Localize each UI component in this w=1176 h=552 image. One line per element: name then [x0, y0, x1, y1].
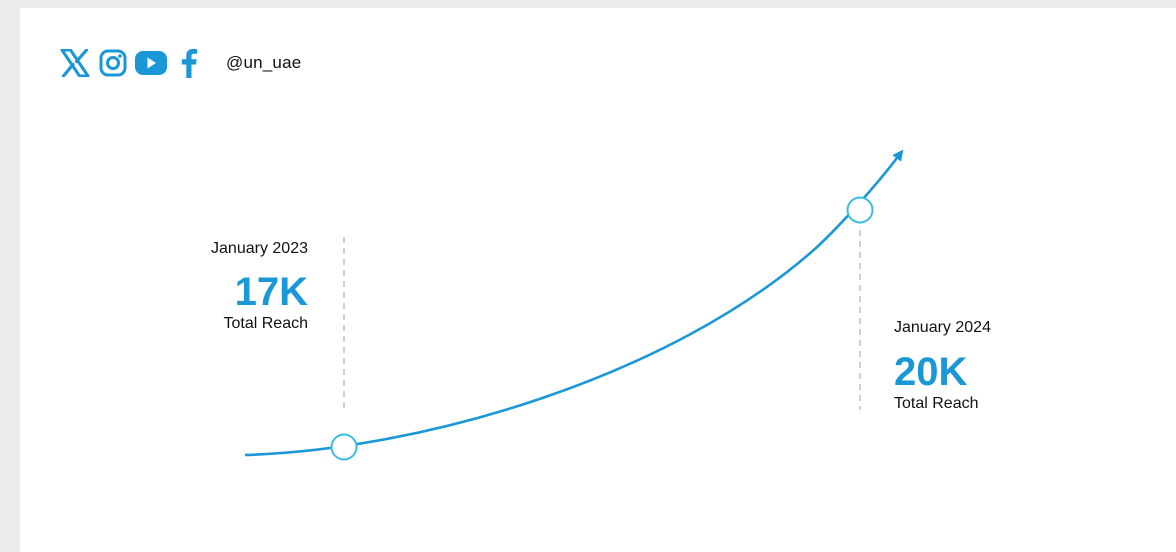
facebook-icon[interactable]	[172, 46, 206, 80]
value-label-end: 20K	[894, 350, 967, 394]
reach-chart: January 2023 17K Total Reach January 202…	[211, 149, 991, 461]
social-bar: @un_uae	[58, 46, 301, 80]
date-label-end: January 2024	[894, 319, 991, 336]
value-label-start: 17K	[235, 270, 308, 314]
metric-label-end: Total Reach	[894, 395, 979, 412]
metric-label-start: Total Reach	[224, 315, 309, 332]
social-handle[interactable]: @un_uae	[226, 53, 302, 72]
infographic-frame: @un_uae January 2023 17K Total Reach Jan…	[20, 8, 1176, 552]
point-january-2024[interactable]	[846, 196, 874, 224]
instagram-icon[interactable]	[96, 46, 130, 80]
x-icon[interactable]	[58, 46, 92, 80]
date-label-start: January 2023	[211, 240, 308, 257]
youtube-icon[interactable]	[134, 46, 168, 80]
point-january-2023[interactable]	[330, 433, 358, 461]
